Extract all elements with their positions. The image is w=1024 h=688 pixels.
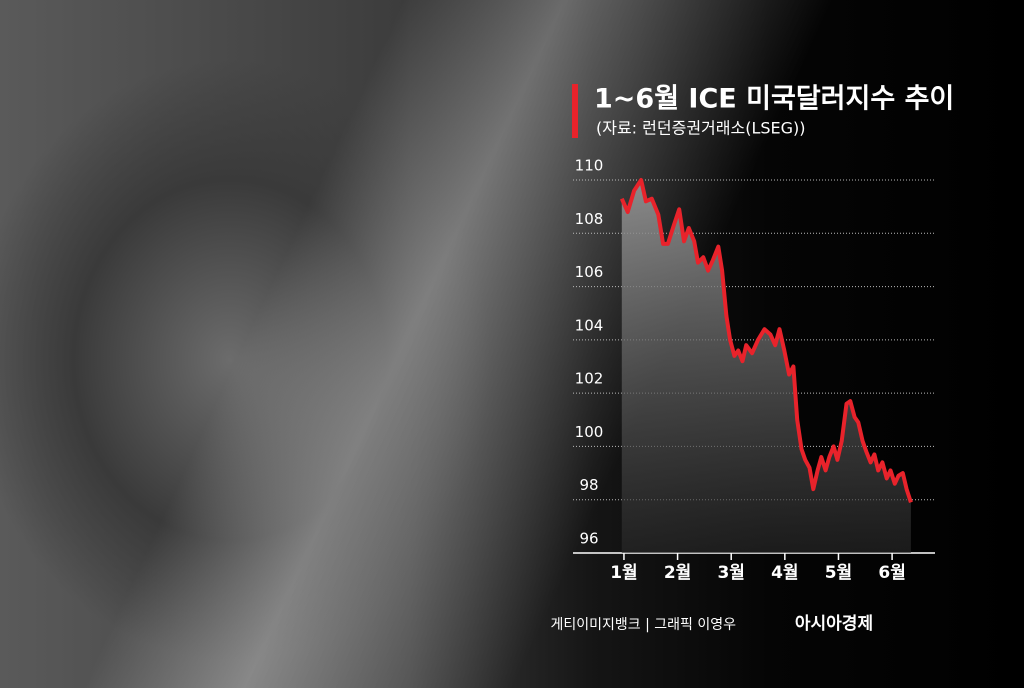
credit: 게티이미지뱅크 | 그래픽 이영우	[550, 617, 736, 633]
y-tick-label: 96	[579, 530, 598, 548]
x-tick-label: 6월	[878, 563, 905, 583]
chart-title: 1~6월 ICE 미국달러지수 추이	[594, 84, 954, 115]
x-tick-label: 2월	[664, 563, 691, 583]
y-tick-label: 98	[579, 476, 598, 494]
y-tick-label: 108	[575, 210, 604, 228]
y-tick-label: 106	[575, 263, 604, 281]
line	[619, 178, 913, 504]
chart-subtitle: (자료: 런던증권거래소(LSEG))	[596, 119, 806, 138]
y-tick-label: 110	[575, 157, 604, 175]
title-accent	[572, 84, 578, 138]
x-tick-label: 3월	[717, 563, 744, 583]
y-tick-label: 104	[575, 316, 604, 334]
y-tick-label: 102	[575, 370, 604, 388]
x-tick-label: 5월	[825, 563, 852, 583]
x-tick-label: 4월	[771, 563, 798, 583]
logo: 아시아경제	[795, 614, 873, 634]
plot: 96 98 100 102 104 106 108 110 1월 2월 3월 4월 5월 6월	[573, 157, 935, 583]
y-tick-label: 100	[575, 423, 604, 441]
x-tick-label: 1월	[610, 563, 637, 583]
area	[621, 180, 911, 553]
